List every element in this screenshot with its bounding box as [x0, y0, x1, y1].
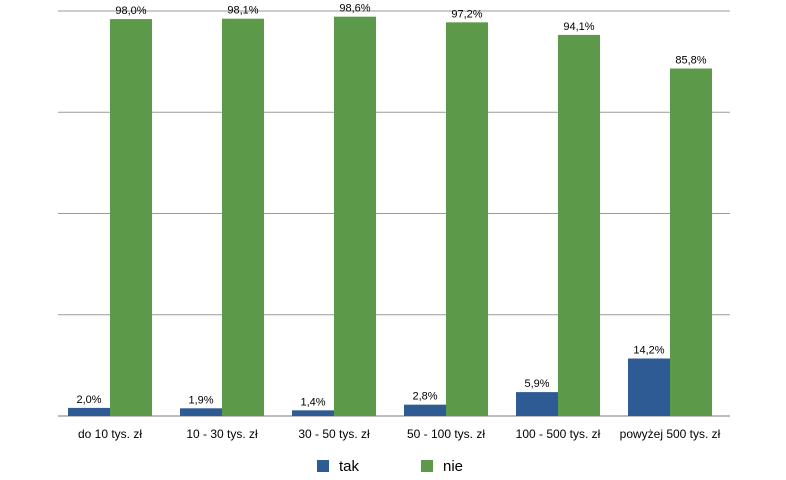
- bar-nie-5: [670, 68, 712, 416]
- data-label-nie-0: 98,0%: [115, 5, 146, 17]
- data-label-nie-4: 94,1%: [563, 21, 594, 33]
- data-label-nie-1: 98,1%: [227, 5, 258, 17]
- bar-nie-1: [222, 18, 264, 416]
- x-tick-label-4: 100 - 500 tys. zł: [516, 427, 601, 441]
- bar-nie-3: [446, 22, 488, 417]
- data-label-nie-2: 98,6%: [339, 3, 370, 15]
- bar-tak-5: [628, 358, 670, 416]
- x-tick-labels: do 10 tys. zł 10 - 30 tys. zł 30 - 50 tys.…: [78, 427, 721, 441]
- data-label-tak-0: 2,0%: [76, 394, 101, 406]
- data-label-tak-1: 1,9%: [188, 394, 213, 406]
- data-label-tak-2: 1,4%: [300, 396, 325, 408]
- grid-lines: [58, 10, 730, 417]
- bar-tak-1: [180, 408, 222, 416]
- data-label-nie-3: 97,2%: [451, 8, 482, 20]
- data-label-nie-5: 85,8%: [675, 55, 706, 67]
- bar-nie-4: [558, 34, 600, 417]
- legend-swatch-nie: [421, 460, 433, 472]
- legend: tak nie: [317, 458, 463, 475]
- bar-tak-4: [516, 392, 558, 416]
- legend-label-tak: tak: [339, 458, 360, 475]
- data-label-tak-3: 2,8%: [412, 391, 437, 403]
- data-label-tak-5: 14,2%: [633, 344, 664, 356]
- bar-nie-2: [334, 16, 376, 416]
- x-tick-label-5: powyżej 500 tys. zł: [620, 427, 721, 441]
- legend-swatch-tak: [317, 460, 329, 472]
- data-labels: 2,0% 98,0% 1,9% 98,1% 1,4% 98,6% 2,8% 97,2% 5,9%…: [76, 3, 706, 409]
- x-tick-label-0: do 10 tys. zł: [78, 427, 142, 441]
- bar-tak-3: [404, 404, 446, 416]
- legend-label-nie: nie: [443, 458, 463, 475]
- x-tick-label-2: 30 - 50 tys. zł: [298, 427, 370, 441]
- bar-nie-0: [110, 19, 152, 416]
- x-tick-label-3: 50 - 100 tys. zł: [407, 427, 485, 441]
- bar-tak-2: [292, 410, 334, 416]
- data-label-tak-4: 5,9%: [524, 378, 549, 390]
- x-tick-label-1: 10 - 30 tys. zł: [186, 427, 258, 441]
- bars: [68, 16, 712, 417]
- bar-tak-0: [68, 407, 110, 416]
